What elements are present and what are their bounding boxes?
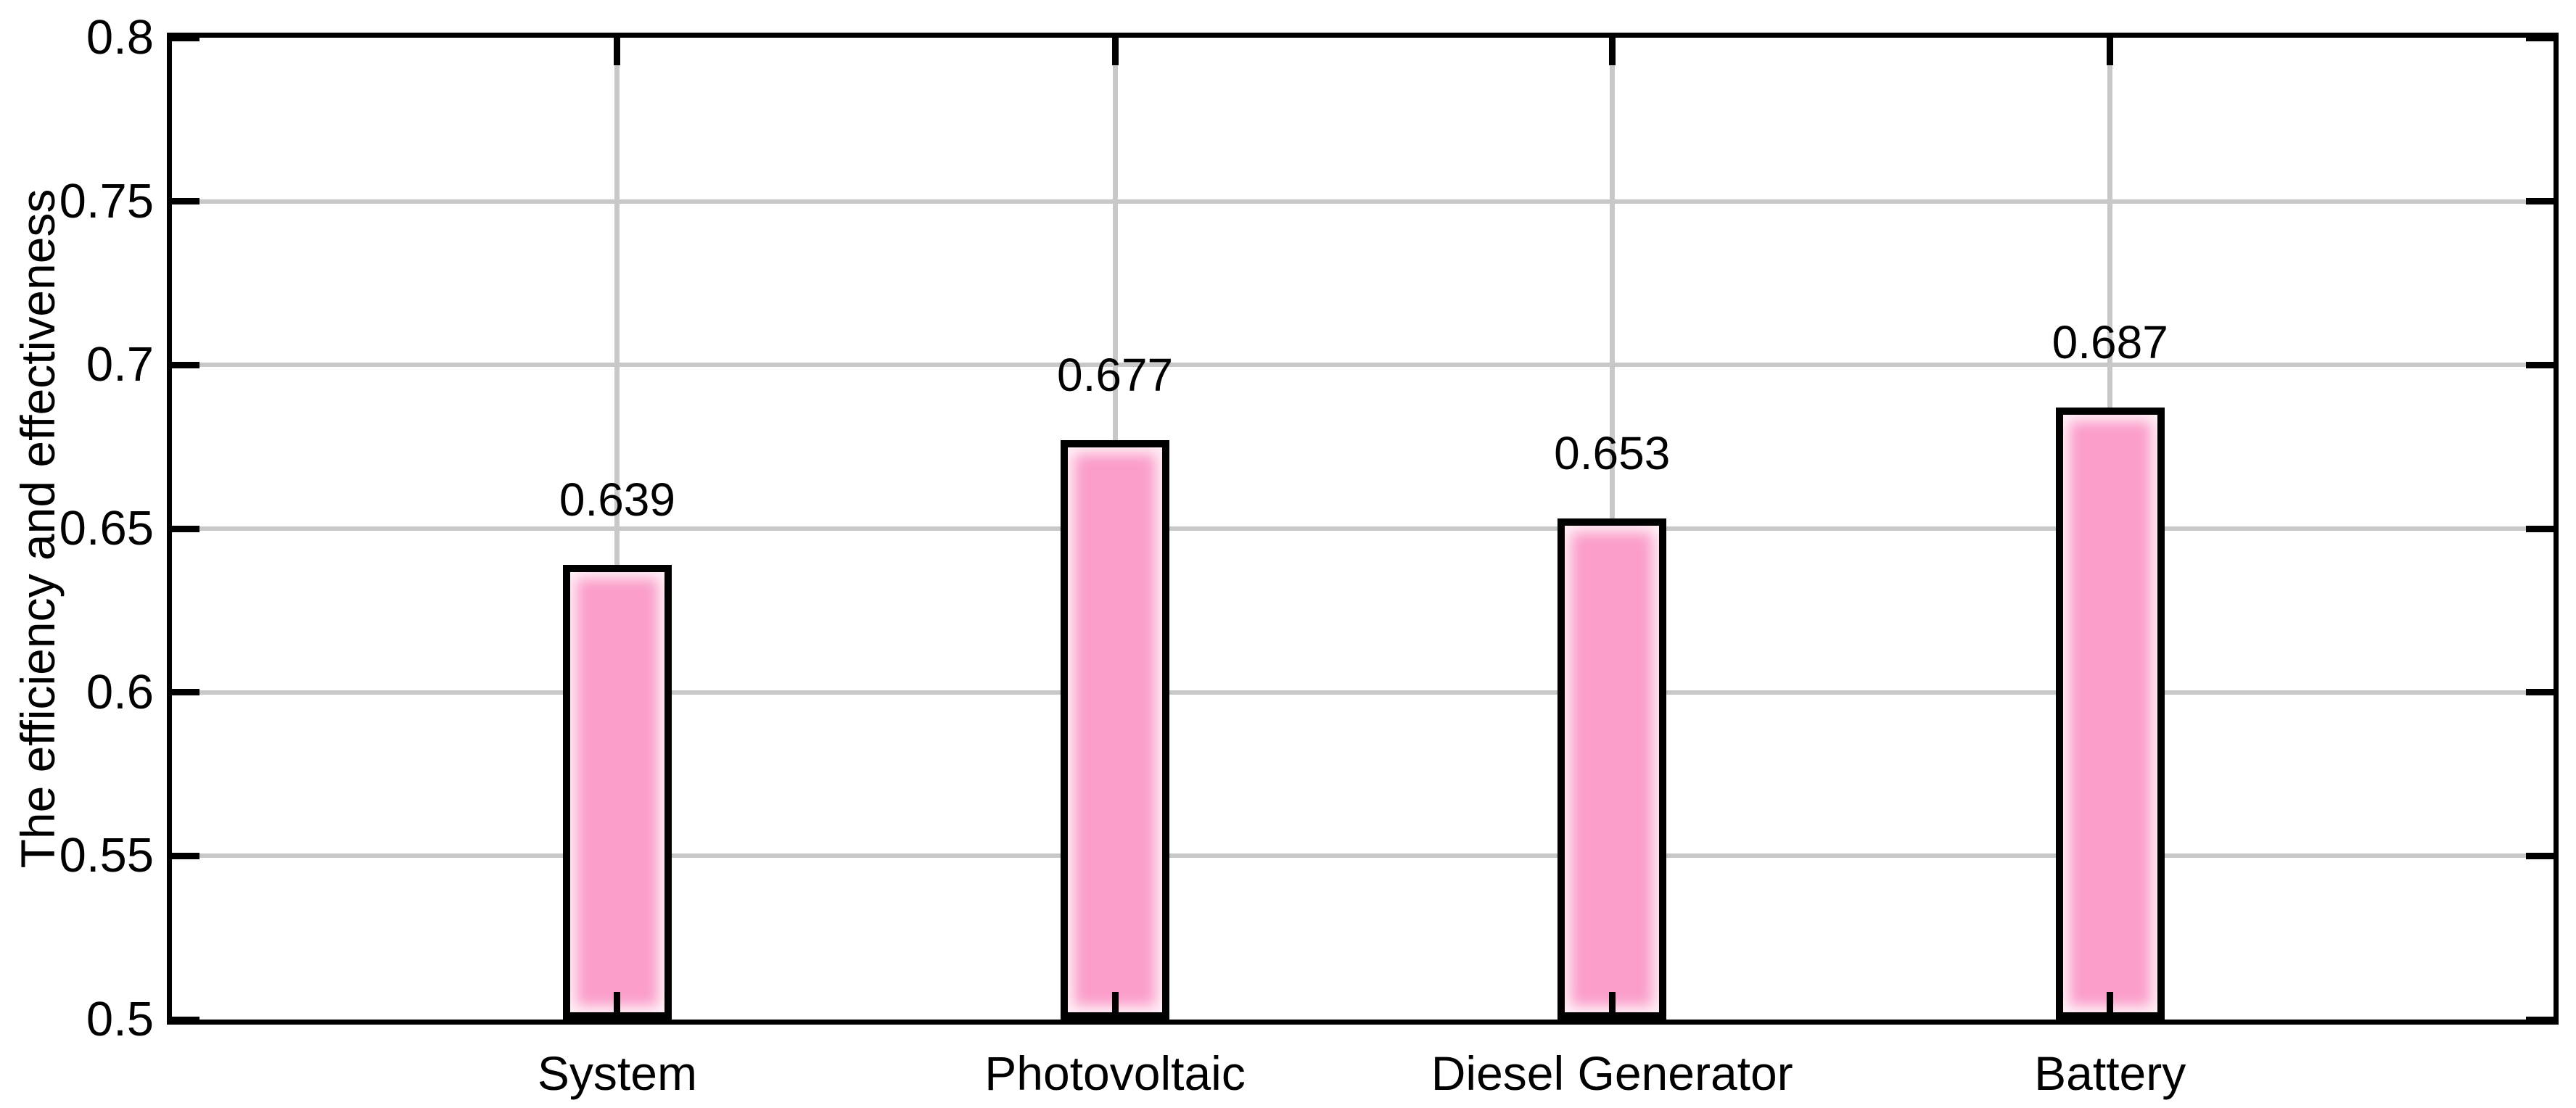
y-tick-left-0.55: [172, 852, 199, 859]
y-tick-right-0.5: [2526, 1016, 2554, 1023]
plot-inner-area: 0.639 0.677 0.653 0.687: [172, 34, 2554, 1023]
x-tick-bottom-system: [614, 992, 621, 1020]
bar-value-label-system: 0.639: [559, 473, 675, 526]
x-tick-bottom-diesel-generator: [1608, 992, 1616, 1020]
bar-battery: [2055, 408, 2165, 1020]
gridline-y-0.6: [172, 690, 2554, 695]
gridline-y-0.75: [172, 199, 2554, 204]
y-tick-left-0.7: [172, 361, 199, 368]
y-tick-label-0.6: 0.6: [86, 664, 154, 719]
bar-diesel-generator: [1557, 518, 1667, 1020]
y-tick-label-0.75: 0.75: [59, 173, 154, 228]
x-tick-bottom-photovoltaic: [1111, 992, 1119, 1020]
x-tick-top-diesel-generator: [1608, 38, 1616, 65]
x-tick-bottom-battery: [2107, 992, 2114, 1020]
bar-value-label-photovoltaic: 0.677: [1056, 349, 1174, 402]
x-tick-label-diesel-generator: Diesel Generator: [1431, 1046, 1793, 1100]
gridline-y-0.55: [172, 853, 2554, 859]
x-tick-top-photovoltaic: [1111, 38, 1119, 65]
gridline-y-0.65: [172, 526, 2554, 531]
y-tick-right-0.75: [2526, 198, 2554, 205]
bar-value-label-battery: 0.687: [2052, 316, 2168, 368]
y-tick-label-0.65: 0.65: [59, 501, 154, 555]
y-tick-right-0.7: [2526, 361, 2554, 368]
y-tick-label-0.7: 0.7: [86, 337, 154, 392]
bar-system: [562, 564, 672, 1020]
x-tick-label-system: System: [537, 1046, 697, 1100]
bar-photovoltaic: [1061, 440, 1170, 1020]
y-tick-left-0.5: [172, 1016, 199, 1023]
y-tick-right-0.65: [2526, 525, 2554, 532]
x-tick-top-system: [614, 38, 621, 65]
x-tick-top-battery: [2107, 38, 2114, 65]
x-tick-label-battery: Battery: [2034, 1046, 2186, 1100]
y-tick-right-0.55: [2526, 852, 2554, 859]
plot-area: 0.639 0.677 0.653 0.687: [167, 33, 2559, 1025]
y-tick-left-0.8: [172, 34, 199, 41]
bar-value-label-diesel-generator: 0.653: [1554, 427, 1671, 480]
y-tick-left-0.65: [172, 525, 199, 532]
gridline-y-0.7: [172, 363, 2554, 368]
y-tick-right-0.8: [2526, 34, 2554, 41]
y-tick-label-0.5: 0.5: [86, 992, 154, 1046]
y-tick-left-0.75: [172, 198, 199, 205]
x-tick-label-photovoltaic: Photovoltaic: [984, 1046, 1246, 1100]
y-tick-label-0.55: 0.55: [59, 828, 154, 883]
y-tick-right-0.6: [2526, 689, 2554, 696]
y-tick-left-0.6: [172, 689, 199, 696]
gridline-x-system: [614, 38, 620, 1020]
y-tick-label-0.8: 0.8: [86, 10, 154, 65]
